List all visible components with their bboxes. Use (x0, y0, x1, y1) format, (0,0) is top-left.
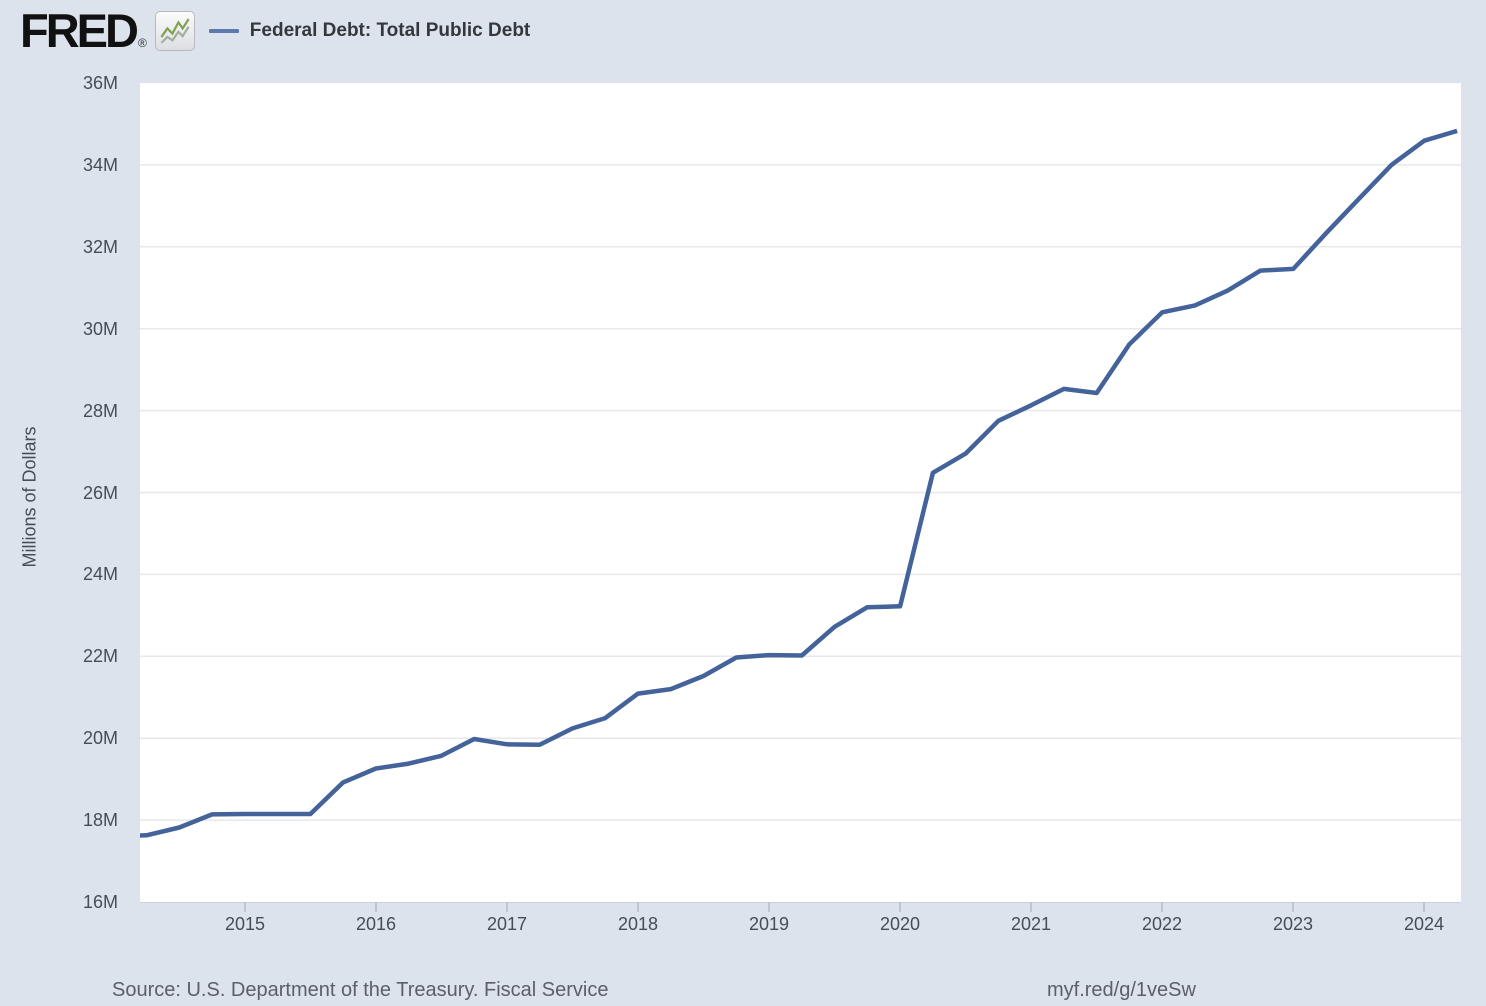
x-tick-label: 2019 (748, 914, 790, 934)
x-tick-mark (244, 902, 246, 912)
line-chart-icon-glyph (160, 18, 190, 44)
y-tick-label: 30M (82, 319, 118, 339)
x-tick-label: 2021 (1010, 914, 1052, 934)
debt-time-series-chart (140, 128, 1461, 838)
x-tick-label: 2015 (224, 914, 266, 934)
line-chart-icon (154, 11, 195, 51)
y-tick-label: 16M (82, 892, 118, 912)
x-tick-label: 2022 (1141, 914, 1183, 934)
x-tick-label: 2023 (1272, 914, 1314, 934)
y-tick-label: 22M (82, 646, 118, 666)
short-url-link[interactable]: myf.red/g/1veSw (1047, 979, 1196, 1001)
x-tick-mark (1423, 902, 1425, 912)
x-tick-label: 2016 (355, 914, 397, 934)
y-tick-label: 34M (82, 155, 118, 175)
x-tick-label: 2020 (879, 914, 921, 934)
x-tick-label: 2018 (617, 914, 659, 934)
y-tick-label: 18M (82, 810, 118, 830)
x-tick-mark (1292, 902, 1294, 912)
registered-trademark: ® (137, 36, 147, 50)
y-tick-label: 24M (82, 564, 118, 584)
x-tick-mark (506, 902, 508, 912)
x-tick-mark (768, 902, 770, 912)
x-tick-mark (1030, 902, 1032, 912)
legend[interactable]: Federal Debt: Total Public Debt (208, 20, 531, 42)
x-tick-mark (375, 902, 377, 912)
x-tick-label: 2024 (1403, 914, 1445, 934)
y-tick-label: 36M (82, 73, 118, 93)
plot-area (140, 83, 1461, 903)
x-tick-mark (637, 902, 639, 912)
fred-logo-text: FRED (20, 4, 139, 57)
legend-label: Federal Debt: Total Public Debt (249, 20, 531, 41)
y-tick-label: 32M (82, 237, 118, 257)
fred-header: FRED ® Federal Debt: Total Public Debt (20, 4, 531, 57)
y-tick-label: 28M (82, 401, 118, 421)
x-tick-mark (1161, 902, 1163, 912)
legend-line-swatch (208, 29, 239, 33)
y-tick-label: 26M (82, 483, 118, 503)
source-text: Source: U.S. Department of the Treasury.… (112, 979, 609, 1001)
x-tick-label: 2017 (486, 914, 528, 934)
series-line (140, 128, 1458, 838)
fred-logo[interactable]: FRED ® (20, 4, 195, 57)
x-tick-mark (899, 902, 901, 912)
y-tick-label: 20M (82, 728, 118, 748)
